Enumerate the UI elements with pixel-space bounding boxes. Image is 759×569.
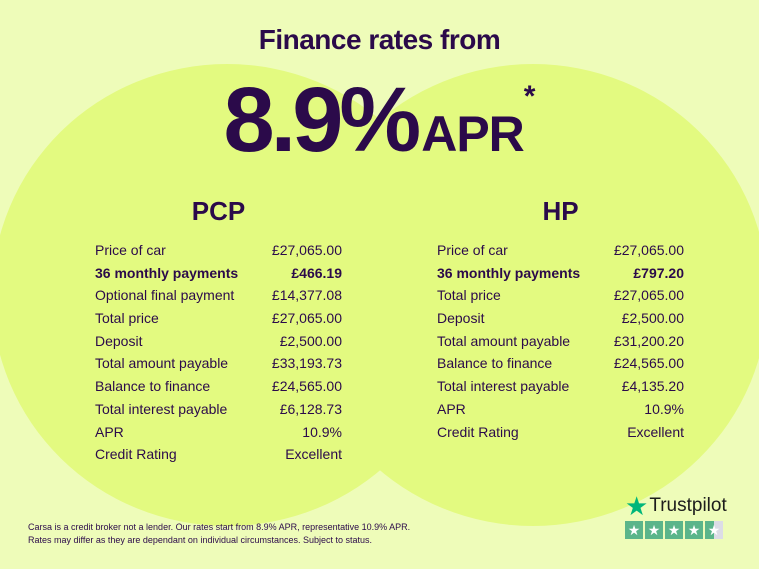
row-label: Credit Rating <box>95 446 177 463</box>
star-icon: ★ <box>685 521 703 539</box>
trustpilot-name: Trustpilot <box>649 495 727 516</box>
row-label: Deposit <box>437 310 485 327</box>
pcp-table: PCP Price of car £27,065.00 36 monthly pay… <box>95 196 342 466</box>
table-row: Credit Rating Excellent <box>95 443 342 466</box>
row-label: Deposit <box>95 332 143 349</box>
row-label: Total price <box>95 310 159 327</box>
pcp-heading: PCP <box>191 196 246 226</box>
row-label: Total amount payable <box>95 355 229 372</box>
table-row: Total price £27,065.00 <box>437 284 684 307</box>
table-row: 36 monthly payments £797.20 <box>437 262 684 285</box>
row-label: Balance to finance <box>95 378 211 395</box>
row-label: APR <box>95 423 124 440</box>
row-label: Price of car <box>437 242 508 258</box>
row-label: Total amount payable <box>437 332 571 349</box>
row-value: £2,500.00 <box>621 310 684 327</box>
disclaimer-line: Carsa is a credit broker not a lender. O… <box>28 522 411 532</box>
row-label: 36 monthly payments <box>437 264 581 281</box>
row-value: £27,065.00 <box>271 310 342 327</box>
row-label: Total interest payable <box>437 378 570 395</box>
table-row: Total amount payable £33,193.73 <box>95 352 342 375</box>
pcp-rows: Price of car £27,065.00 36 monthly payment… <box>95 239 342 466</box>
star-icon: ★ <box>625 491 649 521</box>
rate-value: 8.9% <box>223 69 422 171</box>
row-value: £24,565.00 <box>271 378 342 395</box>
hp-rows: Price of car £27,065.00 36 monthly payment… <box>437 239 684 443</box>
row-label: APR <box>437 400 466 417</box>
row-label: Optional final payment <box>95 287 235 304</box>
row-value: 10.9% <box>644 400 684 417</box>
rating-stars: ★ ★ ★ ★ ★ <box>625 521 727 539</box>
row-value: £4,135.20 <box>621 378 684 395</box>
table-row: Total interest payable £6,128.73 <box>95 398 342 421</box>
table-row: 36 monthly payments £466.19 <box>95 262 342 285</box>
row-label: Balance to finance <box>437 355 553 372</box>
row-value: £2,500.00 <box>279 332 342 349</box>
table-row: Balance to finance £24,565.00 <box>437 352 684 375</box>
table-row: Price of car £27,065.00 <box>437 239 684 262</box>
star-icon: ★ <box>645 521 663 539</box>
table-row: Deposit £2,500.00 <box>437 307 684 330</box>
row-label: Price of car <box>95 242 166 258</box>
row-value: £24,565.00 <box>613 355 684 372</box>
row-value: £797.20 <box>633 264 684 281</box>
row-value: £14,377.08 <box>271 287 342 304</box>
table-row: Total price £27,065.00 <box>95 307 342 330</box>
row-label: Total price <box>437 287 501 304</box>
row-value: £27,065.00 <box>271 242 342 258</box>
row-value: £27,065.00 <box>613 242 684 258</box>
hp-table: HP Price of car £27,065.00 36 monthly paym… <box>437 196 684 443</box>
trustpilot-logo: ★ Trustpilot <box>625 491 727 521</box>
row-label: Total interest payable <box>95 400 228 417</box>
row-value: 10.9% <box>302 423 342 440</box>
table-row: APR 10.9% <box>437 398 684 421</box>
star-icon: ★ <box>625 521 643 539</box>
disclaimer: Carsa is a credit broker not a lender. O… <box>28 521 410 547</box>
row-value: £31,200.20 <box>613 332 684 349</box>
row-value: £27,065.00 <box>613 287 684 304</box>
row-value: £33,193.73 <box>271 355 342 372</box>
row-value: Excellent <box>285 446 342 463</box>
rate-unit: APR <box>421 106 525 162</box>
headline: Finance rates from <box>258 24 501 55</box>
disclaimer-line: Rates may differ as they are dependant o… <box>28 535 373 545</box>
half-star-icon: ★ <box>705 521 723 539</box>
row-value: £6,128.73 <box>279 400 342 417</box>
row-label: Credit Rating <box>437 423 519 440</box>
headline-rate: 8.9%APR* <box>0 68 759 173</box>
star-icon: ★ <box>665 521 683 539</box>
asterisk: * <box>523 80 536 113</box>
table-row: Balance to finance £24,565.00 <box>95 375 342 398</box>
trustpilot-badge: ★ Trustpilot ★ ★ ★ ★ ★ <box>625 491 727 539</box>
table-row: Total amount payable £31,200.20 <box>437 330 684 353</box>
table-row: Price of car £27,065.00 <box>95 239 342 262</box>
row-value: £466.19 <box>291 264 342 281</box>
background-circle-right <box>298 64 759 526</box>
row-label: 36 monthly payments <box>95 264 239 281</box>
table-row: Total interest payable £4,135.20 <box>437 375 684 398</box>
row-value: Excellent <box>627 423 684 440</box>
hp-heading: HP <box>542 196 579 226</box>
table-row: Optional final payment £14,377.08 <box>95 284 342 307</box>
table-row: APR 10.9% <box>95 421 342 444</box>
table-row: Deposit £2,500.00 <box>95 330 342 353</box>
table-row: Credit Rating Excellent <box>437 421 684 444</box>
